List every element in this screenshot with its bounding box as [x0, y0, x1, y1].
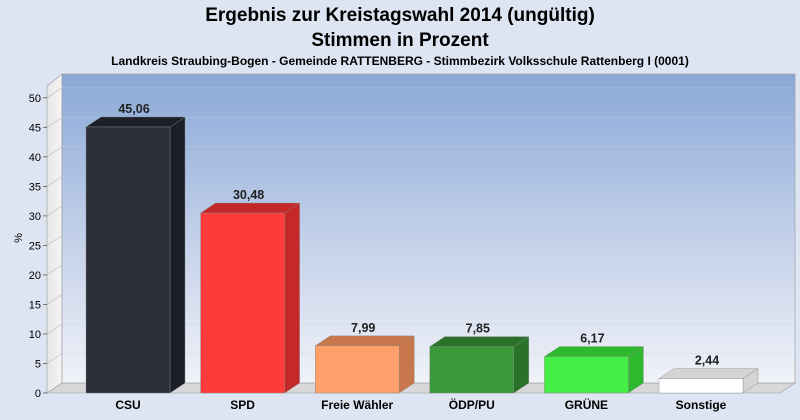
bar-front	[85, 126, 171, 394]
bar-side	[169, 116, 186, 394]
bar-top	[658, 368, 759, 379]
grid-line-side	[46, 176, 63, 187]
y-tick-label: 35	[29, 181, 41, 193]
bars	[85, 116, 759, 394]
chart-title: Ergebnis zur Kreistagswahl 2014 (ungülti…	[205, 5, 595, 26]
y-tick-label: 30	[29, 211, 41, 223]
bar	[429, 336, 530, 394]
value-label: 30,48	[233, 188, 264, 202]
grid-line-side	[46, 323, 63, 335]
grid-line-side	[46, 294, 63, 305]
bar-side	[284, 202, 300, 394]
x-tick-label: SPD	[230, 398, 255, 412]
x-tick-label: Sonstige	[676, 398, 727, 412]
bar-top	[85, 116, 186, 128]
value-label: 2,44	[695, 354, 719, 368]
y-tick-label: 10	[29, 329, 41, 341]
y-tick-label: 15	[29, 299, 41, 311]
x-tick-label: ÖDP/PU	[449, 397, 495, 412]
bar	[543, 346, 645, 394]
bar-top	[429, 336, 530, 347]
value-label: 7,99	[351, 321, 375, 335]
grid-lines	[46, 87, 795, 364]
y-tick-label: 50	[29, 93, 41, 105]
bar-top	[543, 346, 645, 357]
y-tick-label: 0	[35, 388, 41, 400]
x-tick-label: CSU	[115, 398, 140, 412]
bar-front	[429, 346, 514, 394]
y-tick-label: 40	[29, 152, 41, 164]
grid-line-side	[46, 235, 63, 246]
value-label: 45,06	[118, 102, 149, 116]
bar-front	[315, 345, 400, 394]
y-tick-label: 45	[29, 122, 41, 134]
grid-line-side	[46, 264, 63, 276]
y-tick-label: 5	[35, 358, 41, 370]
chart-subtitle: Landkreis Straubing-Bogen - Gemeinde RAT…	[111, 54, 689, 68]
grid-line-side	[46, 205, 63, 217]
y-axis-label: %	[13, 233, 25, 243]
value-label: 7,85	[466, 322, 490, 336]
x-tick-label: GRÜNE	[565, 397, 608, 412]
value-labels: 45,06 30,48 7,99 7,85 6,17 2,44	[118, 102, 719, 368]
grid-line-side	[46, 353, 63, 364]
y-axis-ticks: 0 5 10 15 20 25 30 35 40 45 50	[29, 93, 47, 400]
chart-title-line2: Stimmen in Prozent	[311, 30, 489, 51]
grid-line-side	[46, 146, 63, 158]
grid-line-side	[46, 117, 63, 128]
bar	[314, 335, 415, 394]
value-label: 6,17	[580, 332, 604, 346]
bar-top	[314, 335, 415, 347]
grid-line-side	[46, 87, 63, 99]
bar-front	[544, 356, 629, 394]
bar	[85, 116, 186, 394]
x-tick-label: Freie Wähler	[321, 398, 393, 412]
bar	[658, 368, 759, 394]
bar	[199, 202, 301, 394]
bar-front	[200, 212, 285, 394]
plot-side-wall	[46, 73, 63, 394]
bar-front	[658, 378, 744, 394]
y-tick-label: 20	[29, 270, 41, 282]
x-axis-labels: CSU SPD Freie Wähler ÖDP/PU GRÜNE Sonstige	[115, 397, 726, 412]
y-tick-label: 25	[29, 240, 41, 252]
bar-top	[199, 202, 301, 214]
